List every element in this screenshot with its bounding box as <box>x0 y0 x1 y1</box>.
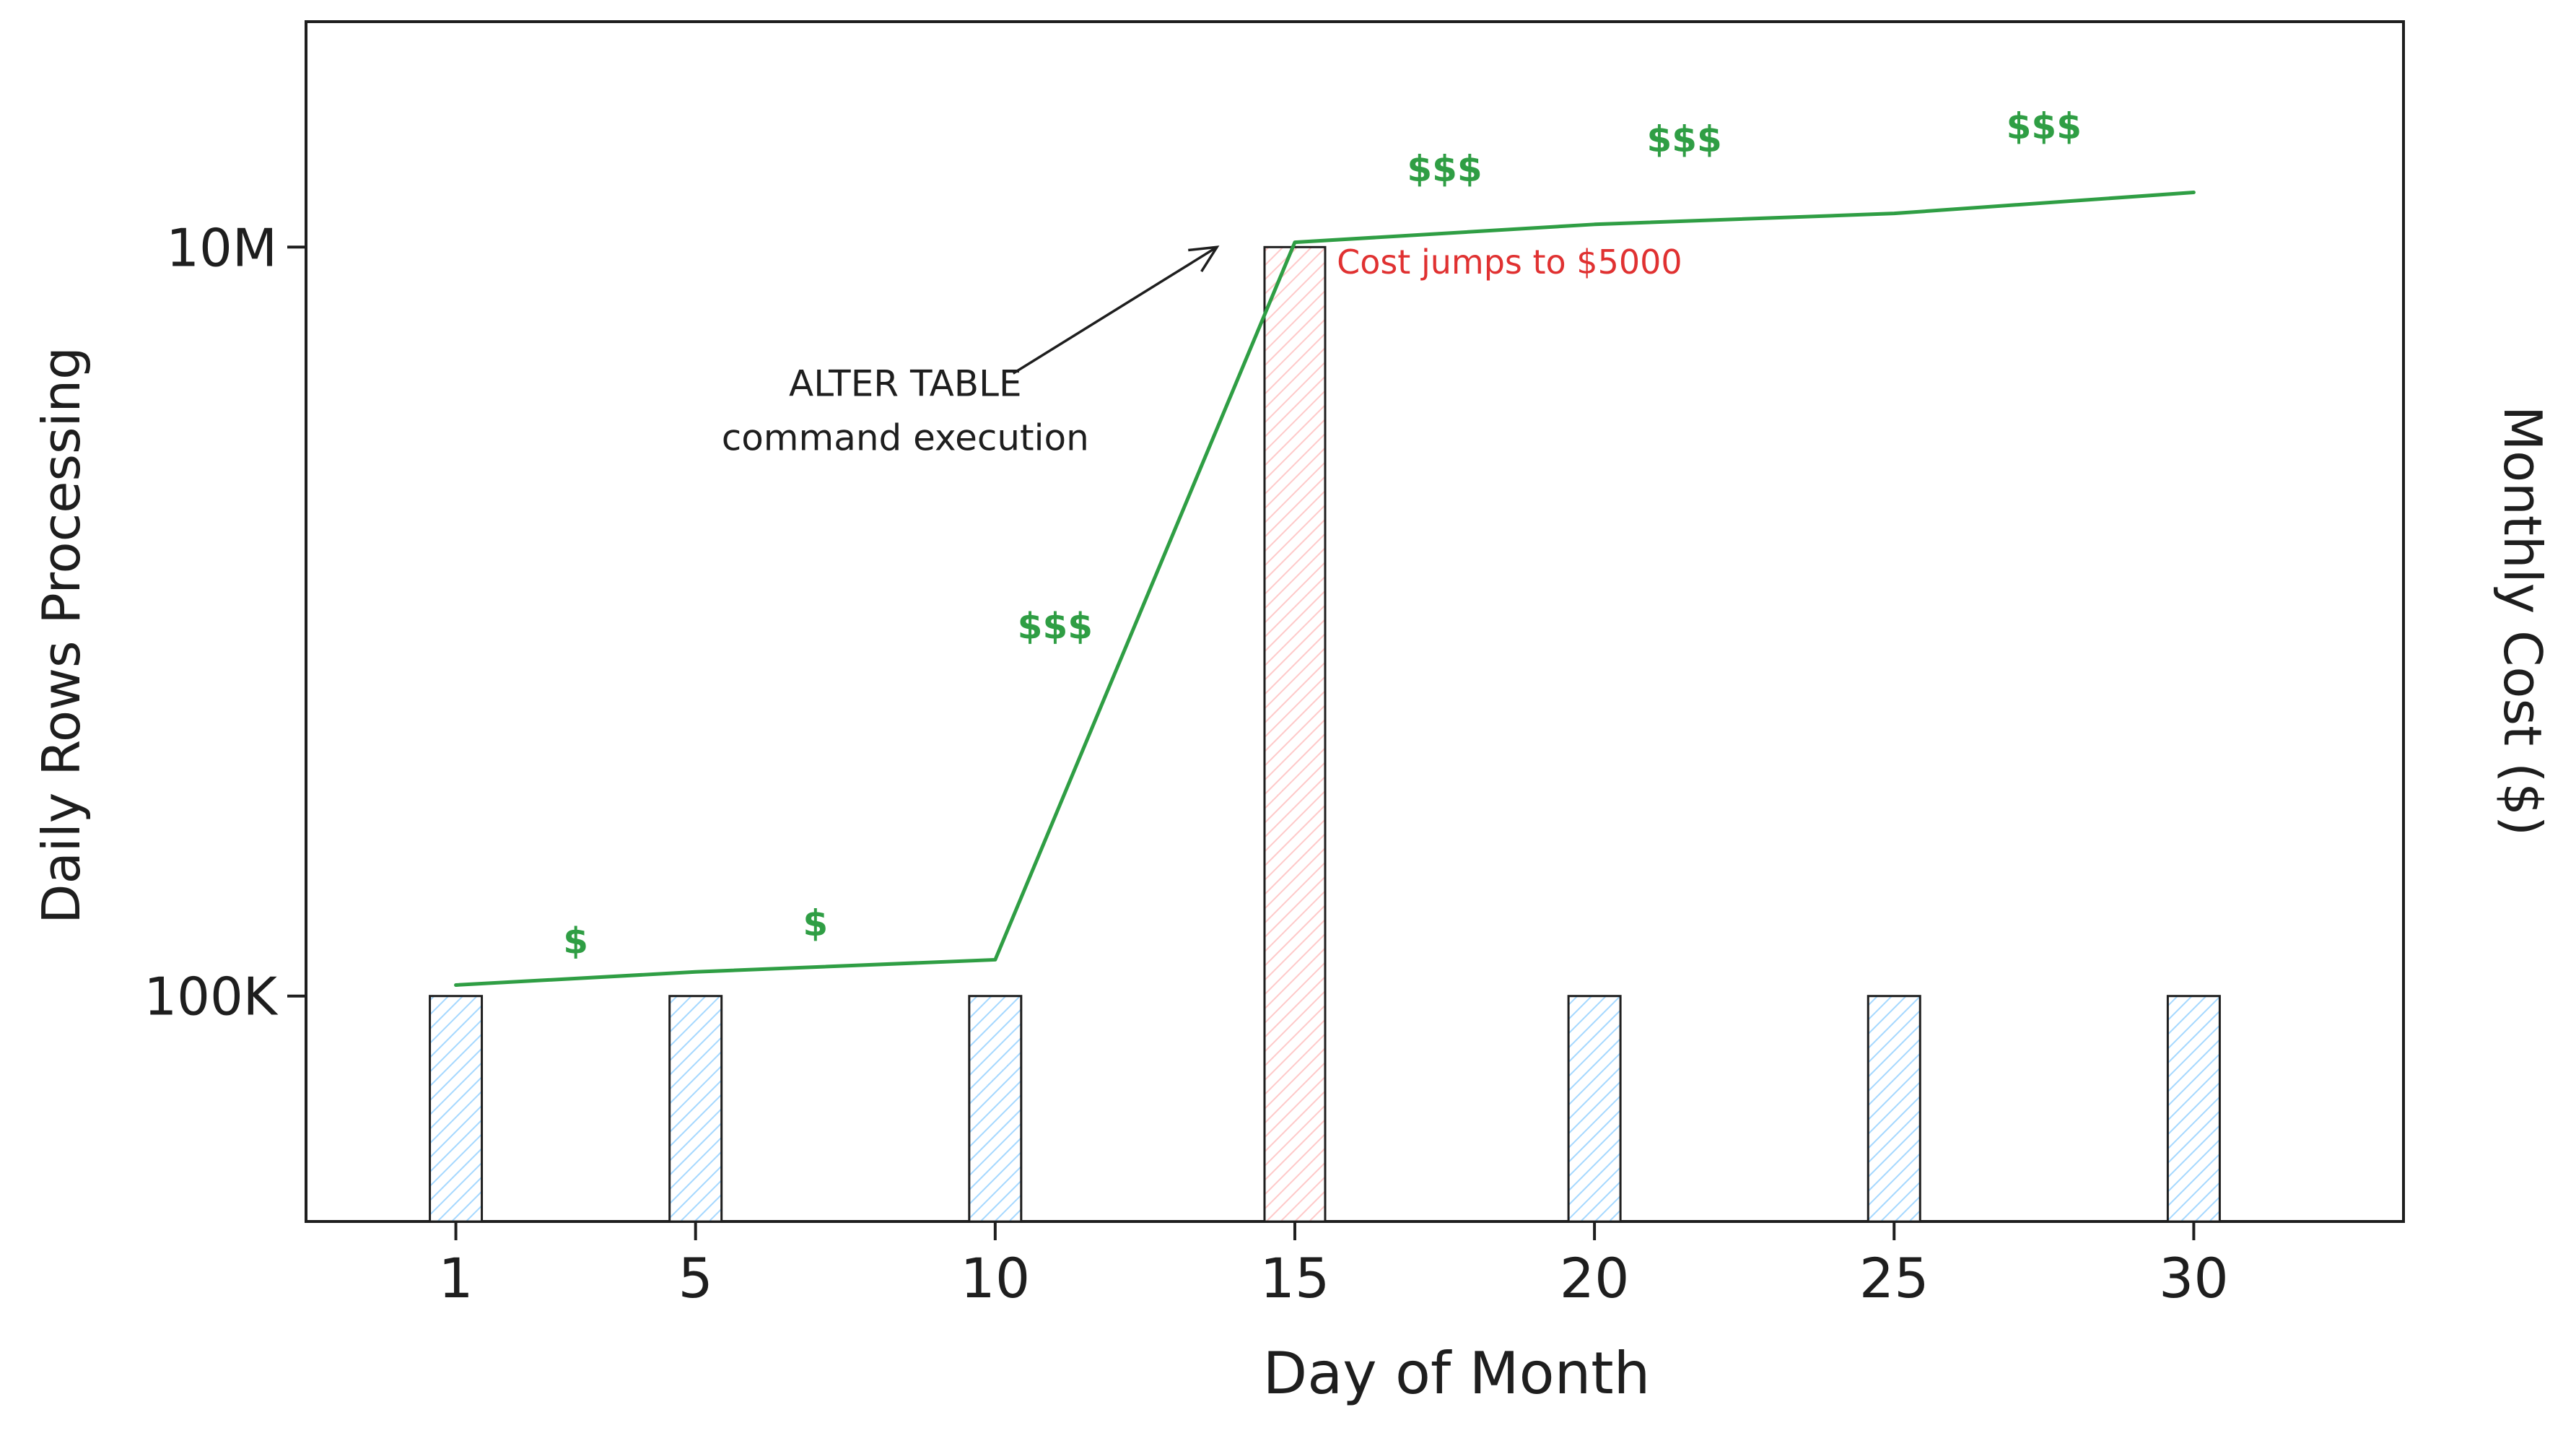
x-tick-label: 30 <box>2159 1246 2229 1310</box>
alter-table-arrow <box>1012 245 1218 375</box>
y-axis-title: Daily Rows Processing <box>31 347 92 924</box>
bar-day-10 <box>968 995 1023 1223</box>
cost-dollar-label: $$$ <box>1018 606 1093 648</box>
cost-jump-callout: Cost jumps to $5000 <box>1337 243 1682 282</box>
alter-table-arrowhead <box>1188 245 1220 272</box>
x-axis-ticks: 1 5 10 15 20 25 30 <box>438 1221 2229 1310</box>
cost-dollar-label: $$$ <box>1407 148 1482 190</box>
alter-table-label-line-2: command execution <box>722 417 1089 459</box>
y2-axis-title: Monthly Cost ($) <box>2492 406 2553 836</box>
bar-day-5 <box>668 995 723 1223</box>
plot-frame <box>305 20 2405 1223</box>
cost-line-path <box>454 190 2196 987</box>
bar-day-1 <box>429 995 484 1223</box>
cost-dollar-label: $$$ <box>1646 118 1721 160</box>
bar-day-20 <box>1567 995 1622 1223</box>
bar-day-30 <box>2166 995 2221 1223</box>
y-tick-label: 10M <box>166 217 277 278</box>
alter-table-label-line-1: ALTER TABLE <box>789 363 1022 405</box>
cost-dollar-label: $$$ <box>2007 105 2082 147</box>
x-axis-title: Day of Month <box>1263 1340 1651 1407</box>
x-tick-label: 5 <box>678 1246 713 1310</box>
x-tick-label: 10 <box>960 1246 1030 1310</box>
bar-day-15-highlight <box>1263 245 1327 1223</box>
cost-line <box>454 190 2196 987</box>
x-tick-label: 1 <box>438 1246 473 1310</box>
x-tick-label: 20 <box>1560 1246 1630 1310</box>
cost-dollar-label: $ <box>803 902 828 944</box>
bar-day-25 <box>1866 995 1921 1223</box>
cost-labels: $ $$$$$$$$$$ $$$ <box>563 105 2082 962</box>
x-tick-label: 25 <box>1859 1246 1929 1310</box>
y-axis-ticks: 100K 10M <box>144 217 306 1027</box>
y-tick-label: 100K <box>144 967 278 1027</box>
cost-dollar-label: $ <box>563 920 588 962</box>
x-tick-label: 15 <box>1260 1246 1330 1310</box>
annotations: Cost jumps to $5000 ALTER TABLE command … <box>722 243 1682 459</box>
bars <box>429 245 2221 1223</box>
